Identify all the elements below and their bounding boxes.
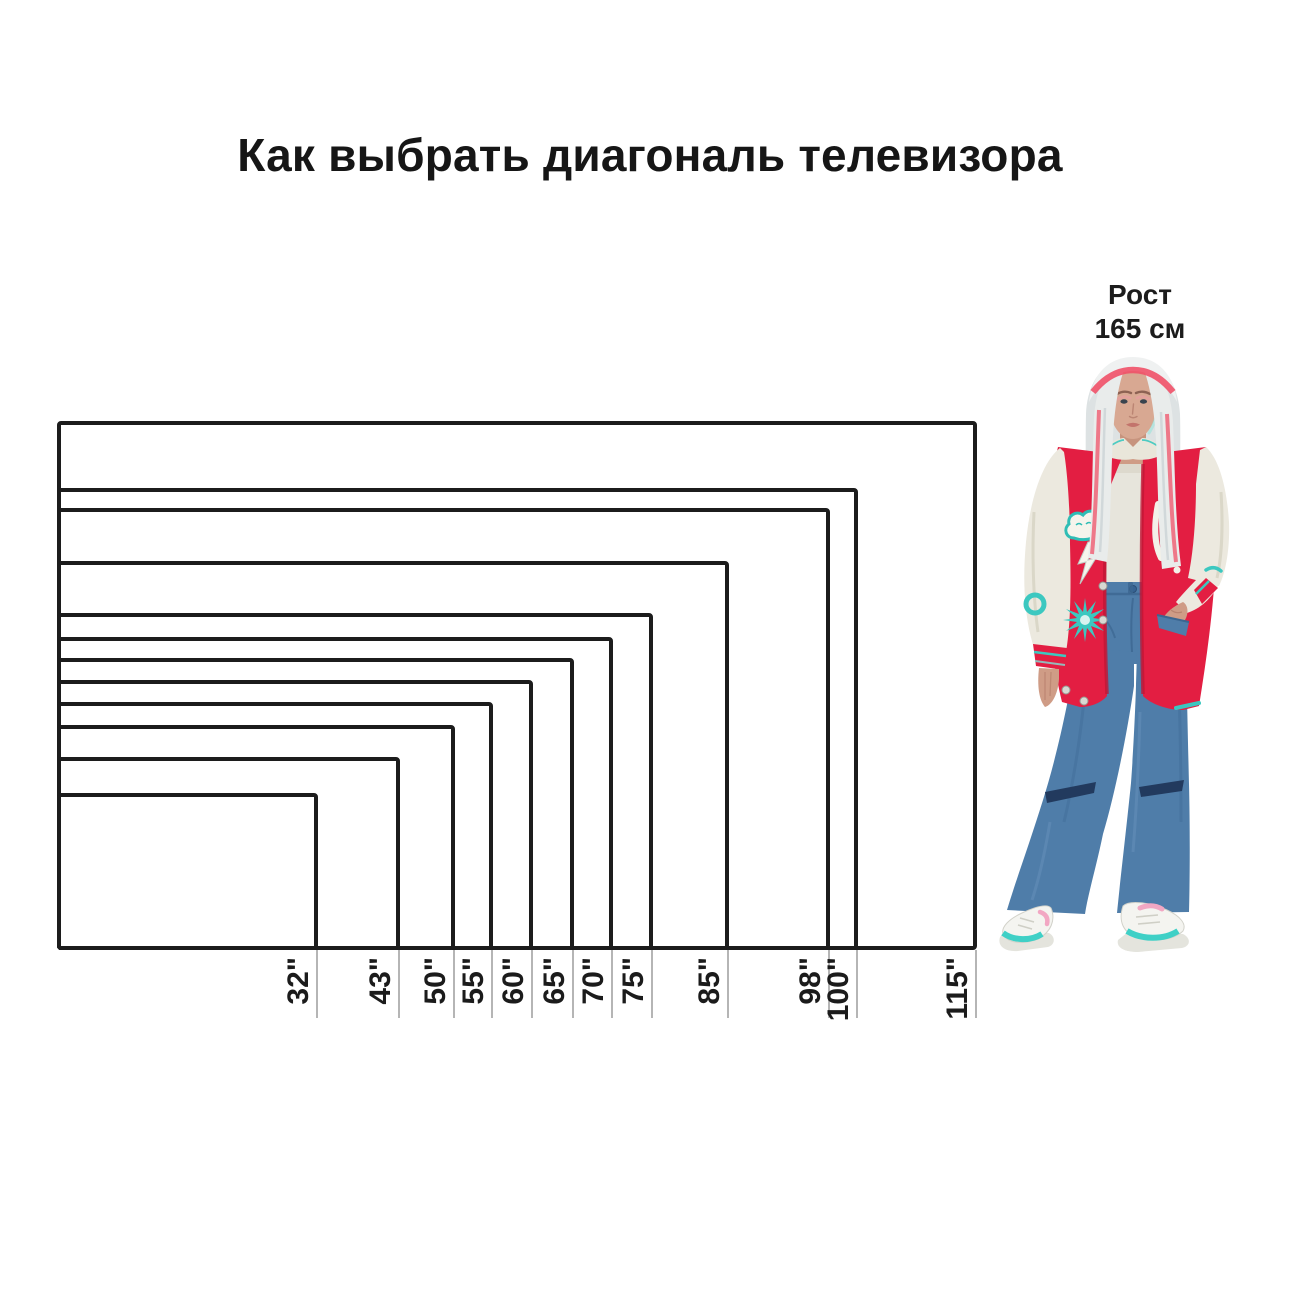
- tick-label-75in: 75": [617, 957, 650, 1005]
- person-illustration: [999, 357, 1230, 952]
- person-left-hand: [1038, 668, 1059, 707]
- tick-line-75in: [651, 950, 653, 1018]
- tick-label-85in: 85": [693, 957, 726, 1005]
- person-height-label-line1: Рост: [1108, 279, 1172, 310]
- person-hair-front: [1088, 357, 1181, 569]
- jeans-knee-slit-right: [1139, 780, 1184, 797]
- tick-label-50in: 50": [419, 957, 452, 1005]
- tick-label-70in: 70": [577, 957, 610, 1005]
- page-title: Как выбрать диагональ телевизора: [237, 129, 1063, 181]
- tick-line-65in: [572, 950, 574, 1018]
- tick-line-50in: [453, 950, 455, 1018]
- tick-label-115in: 115": [941, 957, 974, 1020]
- tick-line-115in: [975, 950, 977, 1018]
- tick-label-43in: 43": [364, 957, 397, 1005]
- jacket-starburst-patch: [1063, 598, 1107, 642]
- tick-label-65in: 65": [538, 957, 571, 1005]
- tick-label-32in: 32": [282, 957, 315, 1005]
- person-sneakers: [999, 902, 1189, 952]
- tick-line-32in: [316, 950, 318, 1018]
- tick-line-85in: [727, 950, 729, 1018]
- tick-line-70in: [611, 950, 613, 1018]
- tick-line-98in: [828, 950, 830, 1018]
- person-height-label-line2: 165 см: [1094, 313, 1186, 344]
- tick-label-60in: 60": [497, 957, 530, 1005]
- jeans-knee-slit-left: [1045, 782, 1096, 803]
- person-height-label: Рост 165 см: [1020, 278, 1260, 346]
- tick-line-43in: [398, 950, 400, 1018]
- tick-label-55in: 55": [457, 957, 490, 1005]
- tick-line-55in: [491, 950, 493, 1018]
- jacket-collar: [1102, 438, 1164, 460]
- tick-label-100in: 100": [822, 957, 855, 1022]
- tv-outline-32in: [57, 793, 318, 950]
- tick-line-60in: [531, 950, 533, 1018]
- tick-line-100in: [856, 950, 858, 1018]
- jacket-ring-patch: [1023, 592, 1047, 616]
